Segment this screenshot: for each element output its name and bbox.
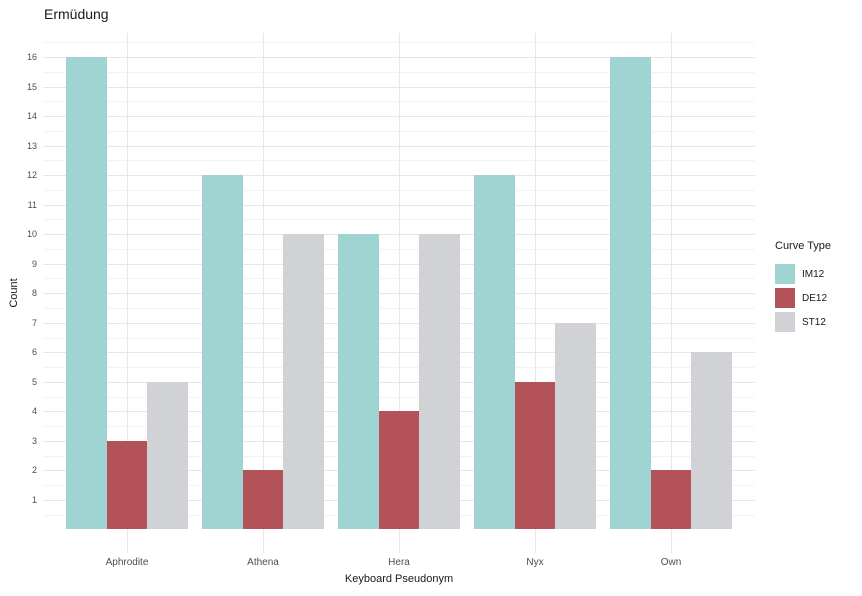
legend-swatch-de12	[775, 288, 795, 308]
legend-title: Curve Type	[775, 240, 832, 252]
y-tick-label: 10	[26, 229, 37, 240]
bar-de12-hera	[378, 411, 420, 530]
legend-label: DE12	[802, 292, 828, 304]
y-tick-label: 2	[31, 465, 37, 476]
bar-im12-nyx	[474, 175, 515, 530]
category-gridline	[671, 33, 672, 553]
y-tick-label: 4	[31, 406, 37, 417]
y-tick-label: 15	[26, 81, 37, 92]
x-tick-label: Athena	[247, 557, 279, 568]
y-tick-label: 13	[26, 140, 37, 151]
legend-item-de12: DE12	[775, 288, 831, 308]
y-tick-label: 6	[31, 347, 37, 358]
bar-de12-nyx	[514, 381, 556, 530]
x-tick-label: Aphrodite	[105, 557, 149, 568]
y-tick-label: 14	[26, 111, 37, 122]
y-tick-label: 11	[27, 199, 37, 210]
category-gridline	[127, 33, 128, 553]
legend-item-im12: IM12	[775, 264, 831, 284]
legend-item-st12: ST12	[775, 312, 831, 332]
bar-st12-athena	[283, 234, 324, 530]
x-tick-label: Own	[660, 557, 682, 568]
x-tick-label: Nyx	[526, 557, 544, 568]
category-gridline	[399, 33, 400, 553]
bar-im12-hera	[338, 234, 379, 530]
y-tick-label: 7	[31, 317, 37, 328]
bar-de12-athena	[242, 470, 284, 530]
x-axis-title: Keyboard Pseudonym	[344, 573, 454, 585]
y-tick-label: 1	[31, 494, 37, 505]
bar-de12-own	[650, 470, 692, 530]
bar-st12-own	[691, 352, 732, 530]
legend: Curve Type IM12 DE12 ST12	[775, 240, 831, 336]
y-tick-label: 3	[31, 435, 37, 446]
legend-swatch-st12	[775, 312, 795, 332]
bar-de12-aphrodite	[106, 440, 148, 530]
legend-label: IM12	[802, 268, 825, 280]
bar-im12-own	[610, 57, 651, 530]
legend-items: IM12 DE12 ST12	[775, 264, 831, 332]
bar-im12-aphrodite	[66, 57, 107, 530]
y-tick-label: 12	[26, 170, 37, 181]
x-tick-label: Hera	[388, 557, 410, 568]
legend-label: ST12	[802, 316, 826, 328]
y-tick-label: 9	[31, 258, 37, 269]
y-tick-label: 16	[26, 52, 37, 63]
bar-st12-nyx	[555, 322, 596, 530]
bar-st12-hera	[419, 234, 460, 530]
y-tick-label: 5	[31, 376, 37, 387]
bar-st12-aphrodite	[147, 381, 188, 530]
y-tick-label: 8	[31, 288, 37, 299]
bar-im12-athena	[202, 175, 243, 530]
legend-swatch-im12	[775, 264, 795, 284]
category-gridline	[263, 33, 264, 553]
chart-title: Ermüdung	[44, 6, 109, 22]
plot-panel	[43, 33, 755, 553]
category-gridline	[535, 33, 536, 553]
